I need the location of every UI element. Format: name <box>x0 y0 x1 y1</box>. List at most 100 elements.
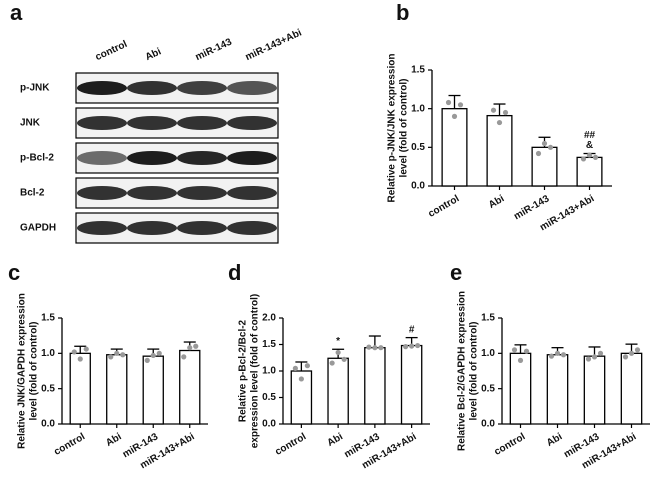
bar <box>290 370 313 425</box>
lane-label: miR-143 <box>194 37 234 64</box>
lane-label: miR-143+Abi <box>244 27 304 63</box>
data-point <box>511 347 518 353</box>
y-tick-label: 1.0 <box>41 348 55 359</box>
y-axis-label: level (fold of control) <box>29 322 40 421</box>
row-label: p-JNK <box>20 83 50 94</box>
band <box>227 116 277 130</box>
y-tick-label: 0.5 <box>41 383 55 394</box>
data-point <box>366 344 372 350</box>
y-axis-label: level (fold of control) <box>399 79 410 178</box>
data-point <box>71 349 77 355</box>
data-point <box>445 99 452 106</box>
data-point <box>335 349 341 356</box>
x-tick-label: control <box>426 193 461 220</box>
panel-label: d <box>228 260 241 285</box>
data-point <box>535 150 542 157</box>
x-tick-label: Abi <box>487 193 507 211</box>
bar <box>400 344 423 425</box>
row-label: JNK <box>20 118 41 129</box>
y-tick-label: 0.0 <box>481 419 495 430</box>
y-tick-label: 2.0 <box>262 313 276 324</box>
data-point <box>181 354 187 360</box>
data-point <box>292 365 298 371</box>
bar <box>486 114 513 187</box>
bar <box>509 352 532 425</box>
row-label: Bcl-2 <box>20 188 45 199</box>
y-tick-label: 1.5 <box>481 313 495 324</box>
band <box>77 81 127 95</box>
band <box>127 186 177 200</box>
band <box>127 81 177 95</box>
bar <box>531 146 558 187</box>
y-tick-label: 0.5 <box>481 383 495 394</box>
data-point <box>560 352 567 358</box>
y-axis-label: Relative Bcl-2/GAPDH expression <box>457 291 468 451</box>
data-point <box>502 109 509 116</box>
data-point <box>304 363 310 369</box>
y-tick-label: 1.5 <box>411 65 425 76</box>
bar <box>364 347 386 425</box>
row-label: GAPDH <box>20 223 56 234</box>
data-point <box>523 348 530 354</box>
data-point <box>548 353 555 359</box>
data-point <box>144 357 150 363</box>
bar <box>546 354 569 425</box>
x-tick-label: miR-143 <box>512 193 552 222</box>
data-point <box>77 356 83 362</box>
bar <box>620 352 643 425</box>
band <box>177 151 227 165</box>
data-point <box>114 350 120 356</box>
y-tick-label: 1.0 <box>411 103 425 114</box>
y-axis-label: level (fold of control) <box>469 322 480 421</box>
band <box>177 81 227 95</box>
band <box>177 116 227 130</box>
data-point <box>628 350 635 356</box>
data-point <box>329 360 335 366</box>
significance-label: # <box>409 324 415 335</box>
panel-label: c <box>8 260 20 285</box>
bar <box>69 352 91 425</box>
x-tick-label: Abi <box>104 431 124 449</box>
band <box>127 221 177 235</box>
data-point <box>585 356 592 362</box>
data-point <box>490 107 497 113</box>
band <box>227 81 277 95</box>
band <box>127 151 177 165</box>
data-point <box>634 347 641 353</box>
data-point <box>403 344 409 350</box>
band <box>227 186 277 200</box>
y-tick-label: 0.0 <box>411 181 425 192</box>
lane-label: Abi <box>144 46 163 63</box>
data-point <box>378 345 384 351</box>
data-point <box>415 342 421 349</box>
data-point <box>187 345 193 351</box>
significance-label: & <box>586 140 593 151</box>
bar <box>327 357 349 425</box>
data-point <box>547 144 554 150</box>
data-point <box>409 343 415 349</box>
data-point <box>341 356 347 362</box>
bar <box>179 349 201 425</box>
lane-label: control <box>94 39 130 63</box>
data-point <box>580 156 587 162</box>
y-tick-label: 1.0 <box>262 366 276 377</box>
data-point <box>193 343 199 349</box>
band <box>77 151 127 165</box>
data-point <box>150 352 156 359</box>
x-tick-label: Abi <box>545 431 565 449</box>
data-point <box>517 357 524 363</box>
panel-label: a <box>10 0 23 25</box>
bar <box>106 354 128 425</box>
y-tick-label: 0.0 <box>41 419 55 430</box>
y-axis-label: expression level (fold of control) <box>250 294 261 448</box>
band <box>227 151 277 165</box>
data-point <box>496 119 503 126</box>
data-point <box>554 350 561 356</box>
y-tick-label: 1.5 <box>41 313 55 324</box>
data-point <box>457 102 464 108</box>
x-tick-label: control <box>492 431 527 458</box>
bar <box>441 108 468 187</box>
y-axis-label: Relative p-JNK/JNK expression <box>387 54 398 203</box>
significance-label: * <box>336 336 340 347</box>
band <box>127 116 177 130</box>
